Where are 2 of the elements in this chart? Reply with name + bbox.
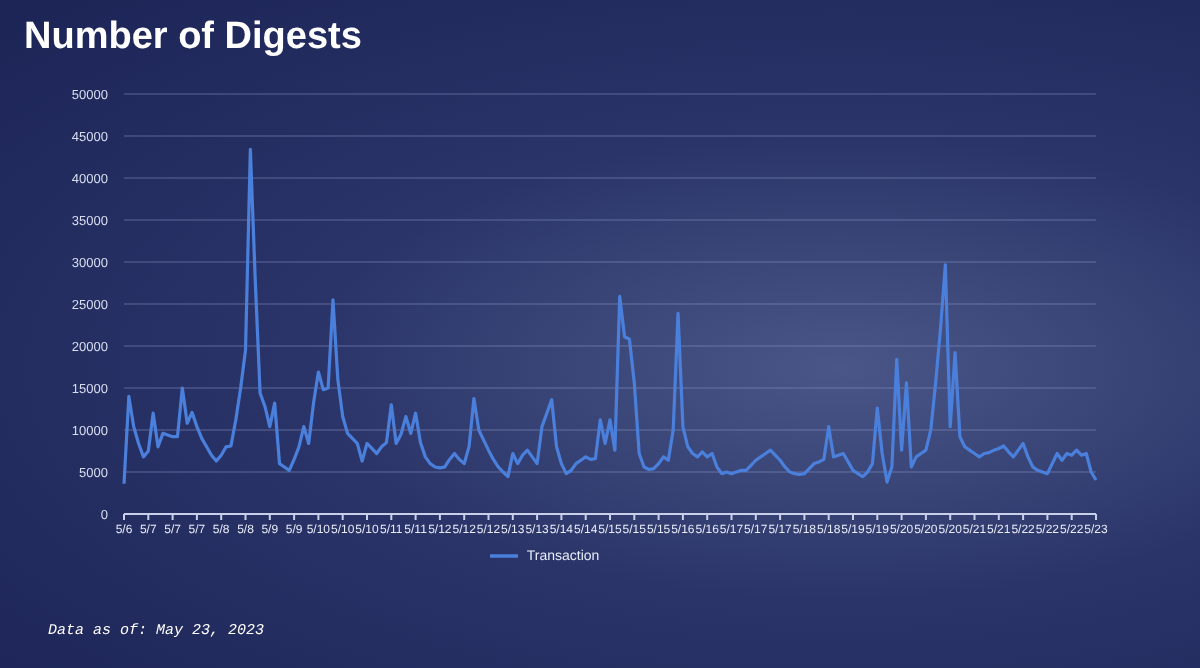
chart-title: Number of Digests: [24, 16, 362, 60]
line-series: [122, 147, 1098, 486]
